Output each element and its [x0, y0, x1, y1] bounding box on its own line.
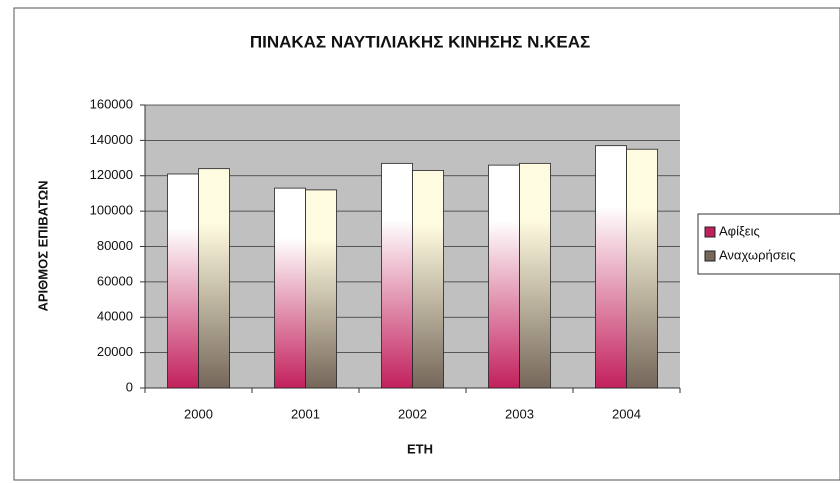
bar: [167, 173, 199, 389]
bar: [519, 162, 551, 389]
x-tick-label: 2003: [505, 406, 534, 421]
legend-swatch: [704, 250, 716, 262]
chart-title: ΠΙΝΑΚΑΣ ΝΑΥΤΙΛΙΑΚΗΣ ΚΙΝΗΣΗΣ Ν.ΚΕΑΣ: [250, 32, 590, 51]
bar: [274, 187, 306, 389]
legend-swatch: [704, 226, 716, 238]
x-tick-label: 2000: [184, 406, 213, 421]
y-tick-label: 40000: [97, 309, 133, 324]
bar: [488, 164, 520, 389]
bar: [626, 148, 658, 389]
x-tick-label: 2002: [398, 406, 427, 421]
y-axis-title: ΑΡΙΘΜΟΣ ΕΠΙΒΑΤΩΝ: [35, 180, 50, 311]
y-tick-label: 0: [126, 379, 133, 394]
y-tick-label: 80000: [97, 238, 133, 253]
legend-label: Αναχωρήσεις: [719, 247, 796, 262]
y-tick-label: 60000: [97, 273, 133, 288]
bar: [381, 162, 413, 389]
y-tick-label: 20000: [97, 344, 133, 359]
bar: [305, 189, 337, 389]
bar: [412, 170, 444, 389]
y-tick-label: 120000: [90, 167, 133, 182]
x-tick-label: 2001: [291, 406, 320, 421]
legend-label: Αφίξεις: [719, 223, 760, 238]
y-tick-label: 140000: [90, 132, 133, 147]
bar: [595, 145, 627, 389]
x-tick-label: 2004: [612, 406, 641, 421]
legend-box: [697, 213, 840, 275]
x-axis-title: ΕΤΗ: [407, 441, 433, 456]
y-tick-label: 160000: [90, 96, 133, 111]
y-tick-label: 100000: [90, 203, 133, 218]
bar: [198, 168, 230, 389]
